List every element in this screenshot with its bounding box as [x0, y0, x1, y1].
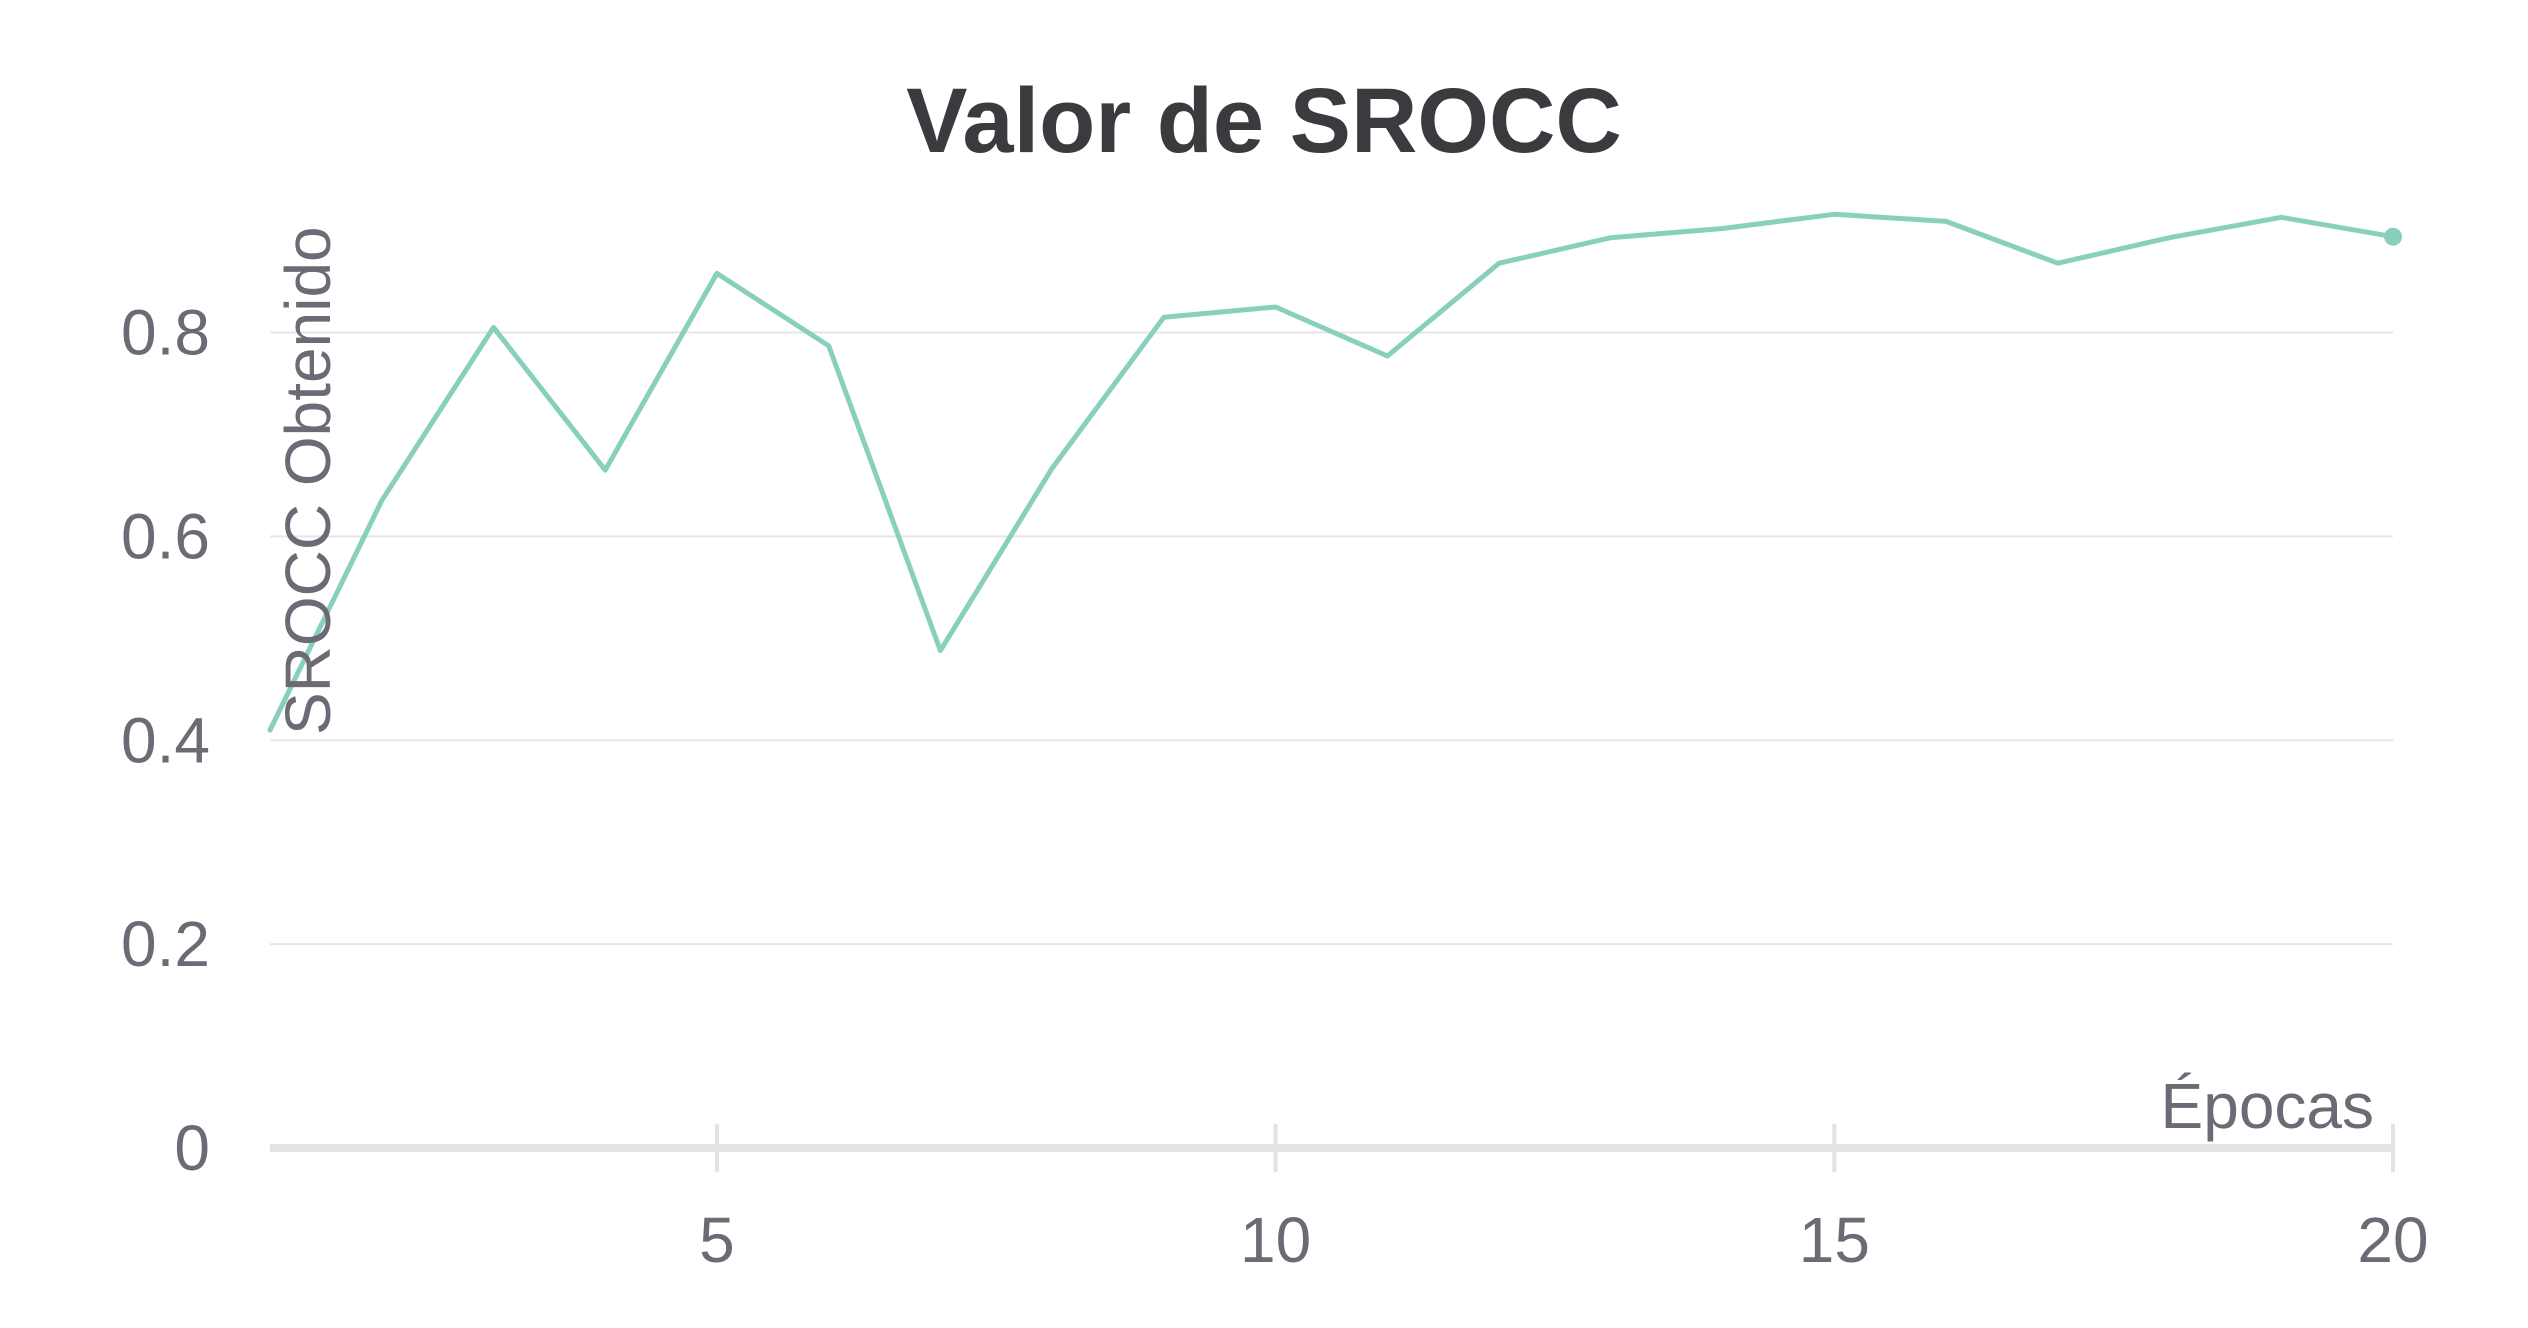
y-tick-labels: 0 0.2 0.4 0.6 0.8	[121, 297, 210, 1184]
x-tick-label: 20	[2357, 1204, 2428, 1276]
y-tick-label: 0.8	[121, 297, 210, 369]
y-tick-label: 0.2	[121, 908, 210, 980]
series-layer	[267, 211, 2402, 733]
y-tick-label: 0	[174, 1112, 210, 1184]
x-axis	[270, 1124, 2395, 1172]
x-tick-label: 5	[699, 1204, 735, 1276]
y-tick-label: 0.4	[121, 704, 210, 776]
y-axis-label: SROCC Obtenido	[272, 226, 344, 735]
x-tick-label: 15	[1799, 1204, 1870, 1276]
grid-lines	[270, 331, 2393, 946]
series-line	[267, 211, 2396, 733]
x-axis-label: Épocas	[2161, 1070, 2374, 1142]
chart-title: Valor de SROCC	[906, 70, 1622, 172]
x-tick-label: 10	[1240, 1204, 1311, 1276]
x-tick-labels: 5 10 15 20	[699, 1204, 2428, 1276]
last-data-point	[2384, 227, 2402, 246]
y-tick-label: 0.6	[121, 500, 210, 572]
